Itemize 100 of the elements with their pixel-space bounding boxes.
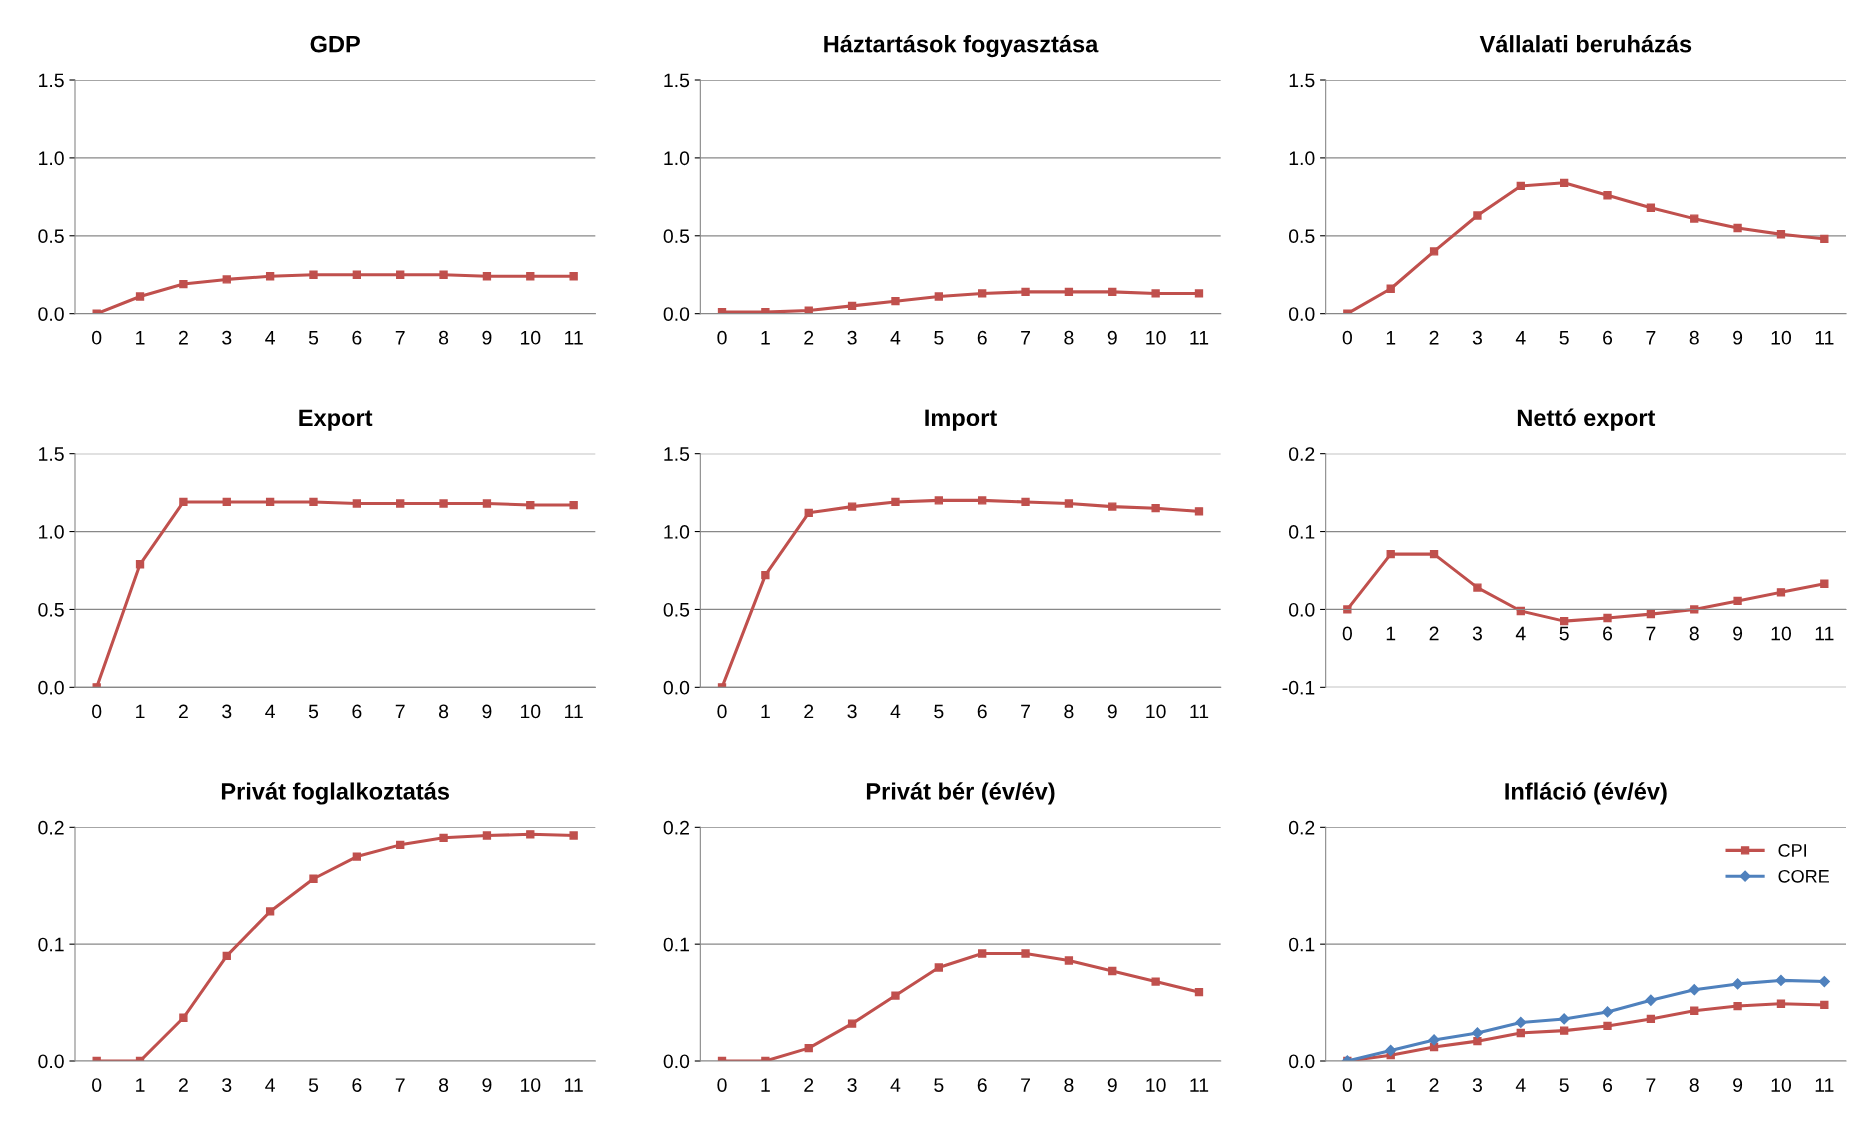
- x-tick-label: 5: [308, 1078, 319, 1092]
- point: [1776, 588, 1786, 597]
- point: [1601, 1006, 1614, 1018]
- x-tick-label: 9: [1733, 330, 1743, 345]
- x-tick-label: 3: [847, 330, 857, 345]
- y-tick-label: 0.0: [1288, 1054, 1315, 1069]
- x-tick-label: 7: [1021, 1078, 1030, 1092]
- x-tick-label: 4: [890, 331, 901, 345]
- x-tick-label: 8: [1064, 330, 1074, 345]
- point: [1603, 191, 1612, 200]
- x-tick-label: 6: [1603, 626, 1613, 641]
- x-tick-label: 0: [717, 704, 727, 719]
- point: [1064, 956, 1074, 965]
- x-tick-label: 1: [136, 1078, 145, 1092]
- point: [1108, 966, 1117, 976]
- x-tick-label: 0: [92, 704, 102, 719]
- point: [847, 502, 857, 511]
- y-tick-label: 0.0: [663, 307, 690, 321]
- point: [761, 571, 770, 580]
- point: [1820, 1000, 1829, 1010]
- x-tick-label: 9: [1107, 704, 1117, 719]
- point: [891, 991, 900, 1000]
- y-tick-label: 1.5: [1289, 73, 1315, 88]
- x-tick-label: 1: [136, 331, 145, 345]
- y-tick-label: 0.1: [1288, 937, 1315, 952]
- point: [1690, 214, 1699, 223]
- x-tick-label: 8: [1689, 626, 1699, 641]
- y-tick-label: 0.0: [663, 680, 690, 695]
- x-tick-label: 1: [761, 1078, 770, 1092]
- x-tick-label: 11: [1190, 704, 1209, 719]
- point: [1429, 247, 1439, 256]
- x-tick-label: 0: [717, 330, 727, 345]
- x-tick-label: 3: [222, 704, 232, 719]
- point: [439, 833, 448, 843]
- x-tick-label: 7: [395, 1078, 405, 1092]
- point: [179, 497, 188, 507]
- chart-title: Import: [925, 409, 997, 431]
- x-tick-label: 4: [265, 704, 275, 719]
- x-tick-label: 6: [352, 704, 362, 719]
- y-tick-label: 1.5: [664, 447, 690, 461]
- point: [891, 497, 900, 507]
- x-tick-label: 3: [847, 704, 857, 719]
- y-tick-label: 0.5: [663, 602, 690, 617]
- x-tick-label: 1: [1386, 1078, 1396, 1092]
- x-tick-label: 11: [565, 704, 583, 719]
- x-tick-label: 5: [934, 704, 944, 719]
- x-tick-label: 10: [1146, 704, 1166, 719]
- point: [265, 907, 275, 916]
- x-tick-label: 3: [222, 1078, 232, 1092]
- point: [569, 831, 578, 840]
- x-tick-label: 10: [520, 704, 541, 719]
- point: [804, 508, 813, 518]
- x-tick-label: 2: [804, 330, 814, 345]
- x-tick-label: 2: [1429, 330, 1439, 345]
- y-tick-label: 0.5: [38, 229, 64, 244]
- point: [1559, 1026, 1569, 1035]
- x-tick-label: 5: [308, 704, 319, 719]
- point: [1516, 181, 1525, 191]
- point: [265, 497, 275, 507]
- x-tick-label: 3: [222, 330, 232, 345]
- x-tick-label: 6: [977, 1078, 987, 1092]
- point: [1775, 974, 1787, 986]
- y-tick-label: 0.5: [663, 229, 690, 244]
- chart-title: Infláció (év/év): [1505, 782, 1667, 805]
- point: [1820, 234, 1829, 244]
- point: [1429, 549, 1439, 559]
- y-tick-label: 0.0: [38, 307, 64, 321]
- y-tick-label: 1.0: [1289, 151, 1315, 166]
- point: [439, 499, 448, 508]
- x-tick-label: 7: [1646, 331, 1656, 345]
- y-tick-label: -0.1: [1282, 680, 1315, 695]
- point: [1343, 605, 1352, 614]
- x-tick-label: 2: [1429, 1078, 1439, 1092]
- point: [1688, 984, 1700, 996]
- chart-title: Privát foglalkoztatás: [221, 782, 450, 805]
- point: [1690, 605, 1699, 614]
- x-tick-label: 10: [520, 330, 541, 345]
- y-tick-label: 0.1: [1288, 525, 1315, 539]
- point: [1646, 203, 1656, 212]
- point: [1108, 502, 1117, 511]
- point: [1690, 1006, 1699, 1015]
- x-tick-label: 0: [1342, 626, 1352, 641]
- point: [1194, 987, 1204, 997]
- x-tick-label: 5: [934, 331, 944, 345]
- point: [1731, 978, 1744, 990]
- point: [1646, 1014, 1656, 1024]
- x-tick-label: 3: [847, 1078, 857, 1092]
- x-tick-label: 0: [92, 330, 102, 345]
- point: [1733, 1001, 1742, 1011]
- x-tick-label: 2: [178, 1078, 188, 1092]
- point: [1386, 284, 1395, 293]
- point: [352, 499, 362, 508]
- x-tick-label: 8: [1689, 1078, 1699, 1092]
- point: [1473, 583, 1482, 592]
- x-tick-label: 7: [395, 704, 405, 719]
- y-tick-label: 1.0: [664, 151, 690, 166]
- point: [1194, 507, 1204, 516]
- x-tick-label: 4: [265, 331, 275, 345]
- x-tick-label: 10: [1771, 330, 1792, 345]
- x-tick-label: 11: [1190, 1078, 1209, 1092]
